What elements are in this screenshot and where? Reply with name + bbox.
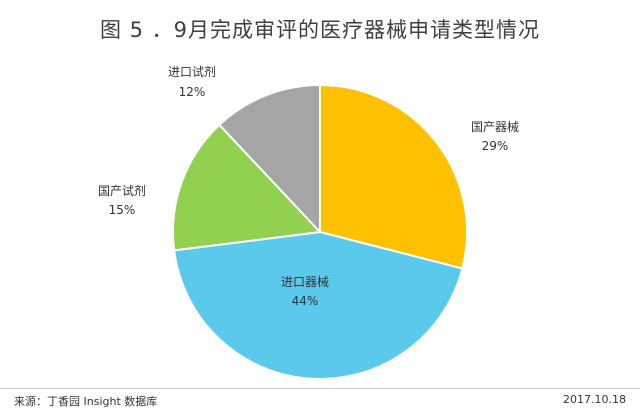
pie-slices [172, 84, 468, 380]
pie-slice-1 [319, 84, 468, 270]
source-note: 来源：丁香园 Insight 数据库 [14, 395, 158, 408]
report-date: 2017.10.18 [563, 393, 626, 406]
pie-slice-2 [173, 231, 464, 380]
chart-title: 图 5 ．9月完成审评的医疗器械申请类型情况 [99, 18, 541, 42]
pie-labels: 国产器械 29% 进口器械 44% 国产试剂 15% 进口试剂 12% [98, 64, 519, 308]
slice-percent-label: 12% [179, 85, 206, 99]
slice-name-label: 国产试剂 [98, 183, 146, 198]
slice-name-label: 进口试剂 [168, 64, 216, 79]
slice-percent-label: 15% [109, 203, 136, 217]
footer-divider [0, 388, 640, 389]
pie-slice-3 [172, 123, 321, 252]
slice-percent-label: 44% [292, 294, 319, 308]
slice-percent-label: 29% [482, 139, 509, 153]
pie-slice-4 [218, 84, 321, 233]
slice-name-label: 进口器械 [281, 274, 329, 289]
slice-name-label: 国产器械 [471, 119, 519, 134]
